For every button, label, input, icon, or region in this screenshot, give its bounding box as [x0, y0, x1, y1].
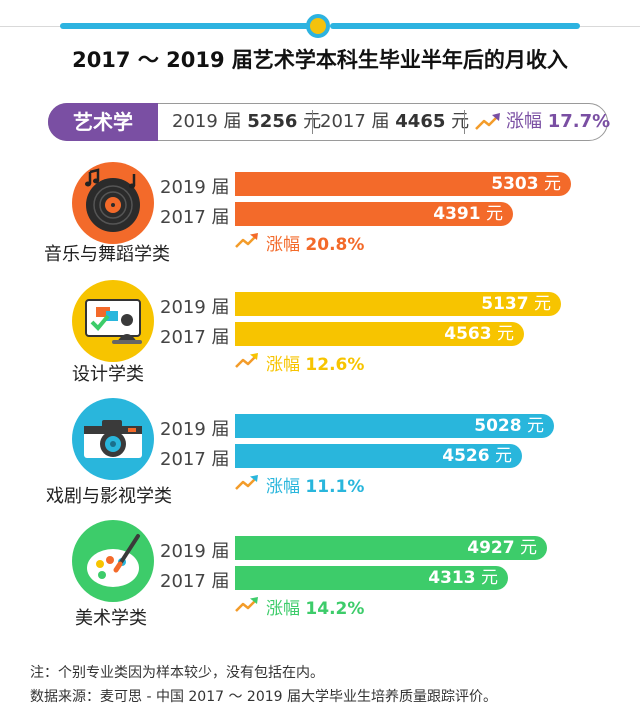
- bar-2017: 4526 元: [235, 444, 522, 468]
- trend-up-icon: [234, 352, 260, 374]
- summary-label: 艺术学: [48, 103, 158, 141]
- chart-title: 2017 ～ 2019 届艺术学本科生毕业半年后的月收入: [72, 48, 568, 72]
- bar-2019: 5303 元: [235, 172, 571, 196]
- year-label: 2019 届: [160, 419, 230, 440]
- data-source: 数据来源：麦可思 - 中国 2017 ～ 2019 届大学毕业生培养质量跟踪评价…: [30, 689, 498, 705]
- bar-2017: 4313 元: [235, 566, 508, 590]
- year-label: 2017 届: [160, 207, 230, 228]
- category-label: 设计学类: [72, 364, 144, 385]
- summary-growth: 涨幅 17.7%: [506, 111, 611, 132]
- bar-value-label: 4391 元: [433, 204, 503, 224]
- bar-value-label: 4563 元: [444, 324, 514, 344]
- bar-value-label: 5303 元: [491, 174, 561, 194]
- growth-label: 涨幅 12.6%: [266, 355, 365, 375]
- year-label: 2017 届: [160, 449, 230, 470]
- footnote: 注：个别专业类因为样本较少，没有包括在内。: [30, 665, 324, 681]
- bar-value-label: 4313 元: [428, 568, 498, 588]
- trend-up-icon: [234, 232, 260, 254]
- bar-value-label: 5137 元: [481, 294, 551, 314]
- summary-separator: [312, 110, 313, 134]
- paint-palette-icon: [72, 520, 154, 602]
- year-label: 2019 届: [160, 297, 230, 318]
- bar-value-label: 4526 元: [442, 446, 512, 466]
- category-label: 戏剧与影视学类: [46, 486, 172, 507]
- bar-value-label: 4927 元: [467, 538, 537, 558]
- growth-label: 涨幅 20.8%: [266, 235, 365, 255]
- trend-up-icon: [234, 596, 260, 618]
- camera-icon: [72, 398, 154, 480]
- year-label: 2019 届: [160, 177, 230, 198]
- year-label: 2017 届: [160, 327, 230, 348]
- growth-label: 涨幅 11.1%: [266, 477, 365, 497]
- trend-up-icon: [234, 474, 260, 496]
- category-label: 音乐与舞蹈学类: [44, 244, 170, 265]
- summary-2019: 2019 届 5256 元: [172, 111, 322, 132]
- bar-value-label: 5028 元: [474, 416, 544, 436]
- year-label: 2017 届: [160, 571, 230, 592]
- bar-2019: 5137 元: [235, 292, 561, 316]
- growth-label: 涨幅 14.2%: [266, 599, 365, 619]
- year-label: 2019 届: [160, 541, 230, 562]
- header-dot: [306, 14, 330, 38]
- design-easel-icon: [72, 280, 154, 362]
- header-bar-right: [330, 23, 580, 29]
- vinyl-record-icon: [72, 162, 154, 244]
- bar-2019: 4927 元: [235, 536, 547, 560]
- header-bar-left: [60, 23, 310, 29]
- summary-separator: [464, 110, 465, 134]
- trend-up-icon: [475, 113, 500, 130]
- category-label: 美术学类: [75, 608, 147, 629]
- summary-2017: 2017 届 4465 元: [320, 111, 470, 132]
- bar-2019: 5028 元: [235, 414, 554, 438]
- bar-2017: 4391 元: [235, 202, 513, 226]
- bar-2017: 4563 元: [235, 322, 524, 346]
